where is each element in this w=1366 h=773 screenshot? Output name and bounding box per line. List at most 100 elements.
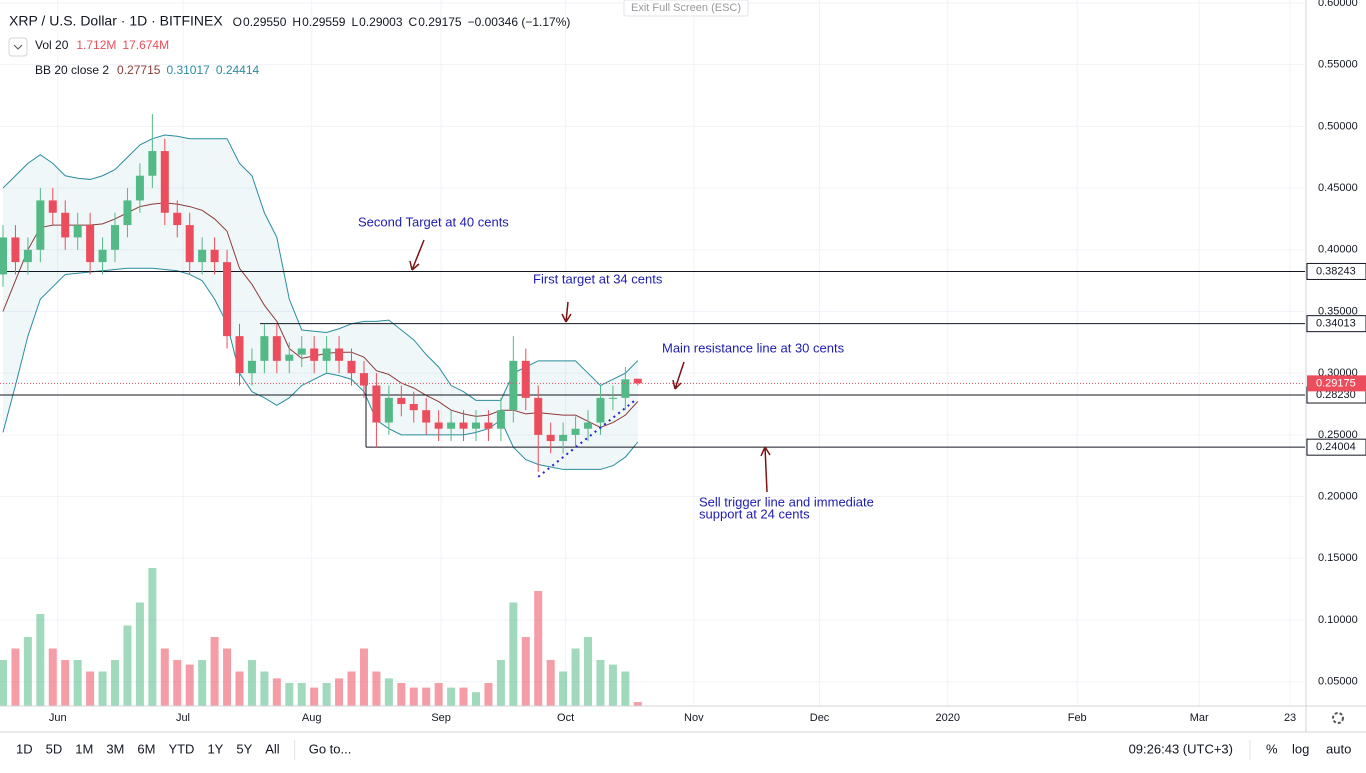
volume-bar	[23, 637, 32, 706]
level-label: 0.28230	[1316, 389, 1356, 401]
log-button[interactable]: log	[1292, 741, 1309, 756]
goto-button[interactable]: Go to...	[309, 741, 352, 756]
volume-bar	[546, 660, 555, 706]
candle-body	[459, 422, 468, 429]
current-price-label: 0.29175	[1316, 377, 1356, 389]
y-tick-label: 0.20000	[1318, 490, 1358, 502]
x-tick-label: 23	[1284, 712, 1296, 724]
candle-body	[98, 249, 107, 263]
candle-body	[397, 397, 406, 405]
range-button[interactable]: YTD	[168, 741, 194, 756]
volume-bar	[310, 687, 319, 706]
candle-body	[86, 225, 95, 263]
range-button[interactable]: All	[265, 741, 280, 756]
volume-bar	[86, 671, 95, 706]
x-tick-label: Dec	[810, 712, 830, 724]
bb-basis	[2, 202, 639, 429]
candle-body	[384, 397, 393, 423]
candle-body	[48, 200, 57, 213]
candle-body	[484, 422, 493, 429]
volume-bar	[608, 664, 617, 706]
ohlc-key: O	[233, 15, 242, 29]
y-tick-label: 0.40000	[1318, 244, 1358, 256]
legend-vol-last: 1.712M	[76, 38, 116, 52]
level-label-box	[1306, 262, 1366, 280]
x-tick-label: Aug	[302, 712, 322, 724]
x-tick-label: Mar	[1190, 712, 1209, 724]
candle-body	[447, 422, 456, 429]
candle-body	[247, 360, 256, 374]
candle-body	[297, 348, 306, 355]
candle-body	[36, 200, 45, 250]
range-button[interactable]: 1D	[16, 741, 33, 756]
candle-body	[148, 151, 157, 176]
ohlc-key: C	[409, 15, 418, 29]
y-tick-label: 0.35000	[1318, 305, 1358, 317]
bb-upper	[2, 134, 639, 401]
range-button[interactable]: 1M	[75, 741, 93, 756]
auto-button[interactable]: auto	[1326, 741, 1351, 756]
plot	[0, 114, 1305, 706]
volume-bar	[471, 692, 480, 706]
candle-body	[185, 225, 194, 263]
range-button[interactable]: 5D	[46, 741, 63, 756]
exit-fullscreen-label[interactable]: Exit Full Screen (ESC)	[631, 2, 741, 14]
range-button[interactable]: 1Y	[207, 741, 223, 756]
volume-bar	[148, 568, 157, 706]
candle-body	[198, 249, 207, 263]
bb-lower	[2, 267, 639, 470]
y-tick-label: 0.15000	[1318, 552, 1358, 564]
volume-bar	[111, 660, 120, 706]
y-tick-label: 0.60000	[1318, 0, 1358, 9]
volume-bar	[397, 683, 406, 706]
collapse-button[interactable]	[8, 37, 28, 57]
level-label-box	[1306, 438, 1366, 456]
y-tick-label: 0.45000	[1318, 182, 1358, 194]
range-button[interactable]: 5Y	[236, 741, 252, 756]
candle-body	[135, 175, 144, 201]
volume-bar	[447, 687, 456, 706]
candle-body	[534, 397, 543, 435]
symbol: XRP / U.S. Dollar · 1D · BITFINEX	[9, 13, 223, 29]
volume-bar	[0, 660, 7, 706]
x-tick-label: Feb	[1068, 712, 1087, 724]
candle-body	[509, 360, 518, 411]
candle-body	[111, 225, 120, 250]
volume-bar	[347, 671, 356, 706]
exit-fullscreen[interactable]	[623, 0, 749, 17]
candle-body	[260, 336, 269, 361]
change: −0.00346 (−1.17%)	[468, 15, 571, 29]
volume-bar	[384, 678, 393, 706]
percent-button[interactable]: %	[1266, 741, 1278, 756]
candle-body	[596, 397, 605, 423]
volume-bar	[297, 683, 306, 706]
ohlc-key: H	[292, 15, 301, 29]
volume-bar	[48, 648, 57, 706]
volume-bar	[335, 678, 344, 706]
range-button[interactable]: 6M	[137, 741, 155, 756]
annotation: Second Target at 40 cents	[358, 214, 509, 229]
settings-icon[interactable]	[1332, 712, 1344, 724]
volume-bar	[559, 671, 568, 706]
annotation: Main resistance line at 30 cents	[662, 340, 845, 355]
ohlc-value: 0.29175	[418, 15, 462, 29]
volume-bar	[484, 683, 493, 706]
candle-body	[210, 249, 219, 263]
ohlc-value: 0.29559	[302, 15, 346, 29]
x-tick-label: Sep	[431, 712, 451, 724]
candle-body	[471, 422, 480, 429]
level-label: 0.34013	[1316, 318, 1356, 330]
level-label: 0.24004	[1316, 441, 1356, 453]
y-tick-label: 0.05000	[1318, 676, 1358, 688]
level-label-box	[1306, 315, 1366, 333]
volume-bar	[496, 660, 505, 706]
level-label: 0.38243	[1316, 265, 1356, 277]
range-button[interactable]: 3M	[106, 741, 124, 756]
y-tick-label: 0.55000	[1318, 59, 1358, 71]
bb-fill	[2, 135, 638, 470]
candle-body	[422, 410, 431, 423]
candle-body	[272, 336, 281, 361]
legend-bb: BB 20 close 2	[35, 63, 109, 77]
